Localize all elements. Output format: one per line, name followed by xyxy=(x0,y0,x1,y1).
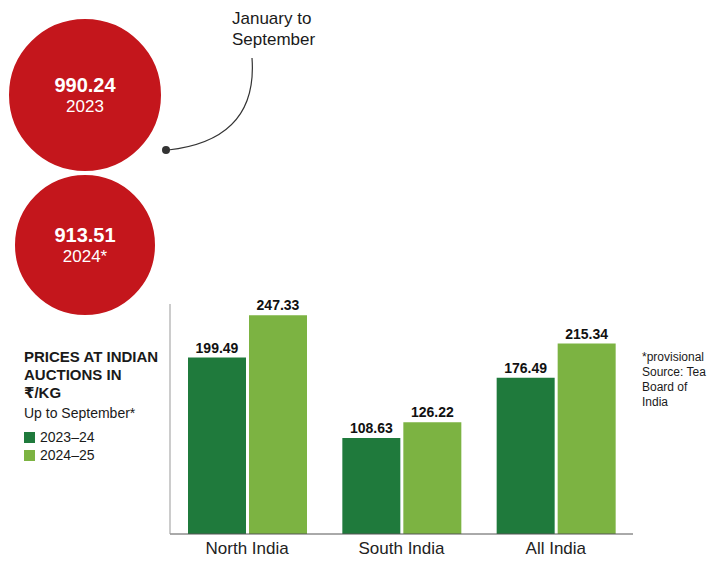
html-text:Source: Tea Board of India: Source: Tea Board of India xyxy=(642,365,706,409)
svg-text:247.33: 247.33 xyxy=(257,297,300,313)
html-text:2024*: 2024* xyxy=(62,246,108,266)
html-text:January to September: January to September xyxy=(232,9,316,49)
html-text:*provisional: *provisional xyxy=(642,350,704,364)
svg-text:176.49: 176.49 xyxy=(504,360,547,376)
html-text:2024–25: 2024–25 xyxy=(40,447,95,463)
svg-text:126.22: 126.22 xyxy=(411,404,454,420)
html-text:990.24: 990.24 xyxy=(54,73,116,96)
svg-text:215.34: 215.34 xyxy=(565,326,608,342)
html-text:2023: 2023 xyxy=(66,96,104,116)
svg-text:South India: South India xyxy=(358,539,445,558)
svg-text:All India: All India xyxy=(526,539,587,558)
svg-text:199.49: 199.49 xyxy=(196,340,239,356)
svg-text:North India: North India xyxy=(206,539,290,558)
html-text:913.51: 913.51 xyxy=(54,223,116,246)
html-text:PRICES AT INDIAN AUCTIONS IN ₹: PRICES AT INDIAN AUCTIONS IN ₹/KG xyxy=(24,348,159,401)
html-text:Up to September*: Up to September* xyxy=(24,405,136,421)
html-text:2023–24: 2023–24 xyxy=(40,429,95,445)
svg-text:108.63: 108.63 xyxy=(350,420,393,436)
